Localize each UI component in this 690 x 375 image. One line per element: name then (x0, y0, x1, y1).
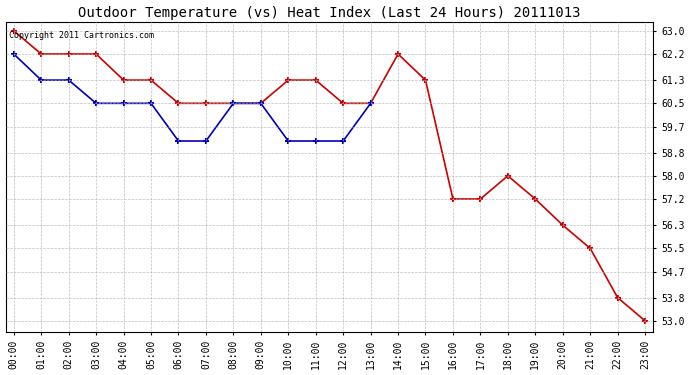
Title: Outdoor Temperature (vs) Heat Index (Last 24 Hours) 20111013: Outdoor Temperature (vs) Heat Index (Las… (78, 6, 581, 20)
Text: Copyright 2011 Cartronics.com: Copyright 2011 Cartronics.com (9, 32, 154, 40)
